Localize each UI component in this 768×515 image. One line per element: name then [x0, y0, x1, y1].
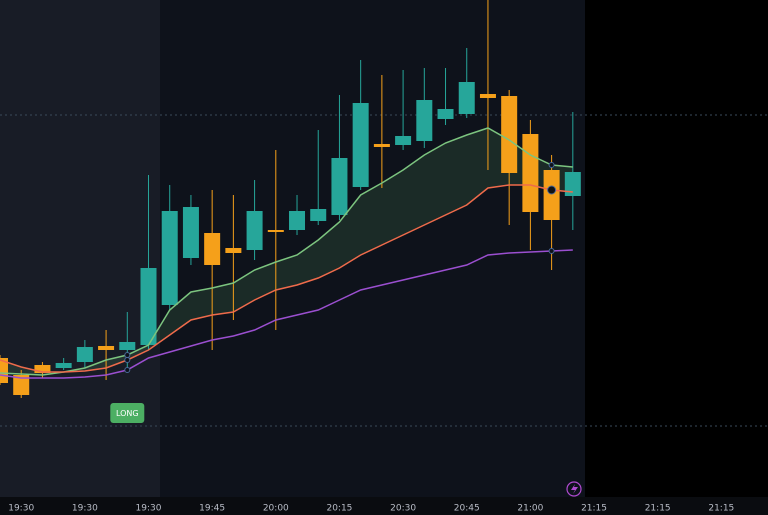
line-marker: [124, 352, 131, 358]
x-tick-label: 20:00: [263, 504, 289, 514]
ma-band: [0, 128, 573, 375]
x-tick-label: 20:45: [454, 504, 480, 514]
candle-body: [161, 211, 178, 305]
time-axis: [0, 497, 768, 515]
candle-body: [352, 103, 369, 187]
x-tick-label: 19:30: [136, 504, 162, 514]
candle-body: [458, 82, 475, 114]
x-tick-label: 21:15: [581, 504, 607, 514]
candle-body: [140, 268, 157, 345]
x-tick-label: 21:00: [517, 504, 543, 514]
candle-body: [289, 211, 306, 230]
signal-badge: [110, 403, 145, 423]
candle-body: [34, 365, 51, 373]
line-marker: [548, 248, 555, 254]
ma-line: [0, 127, 573, 376]
x-tick-label: 19:45: [199, 504, 225, 514]
candle-body: [564, 172, 581, 196]
candle-body: [373, 144, 390, 147]
lightning-icon[interactable]: [566, 481, 582, 497]
candle-body: [501, 96, 518, 173]
candle-body: [267, 230, 284, 232]
candle-body: [204, 233, 221, 265]
x-tick-label: 21:15: [708, 504, 734, 514]
candle-body: [395, 136, 412, 145]
candle-body: [119, 342, 136, 350]
candle-body: [310, 209, 327, 221]
ma-line: [0, 184, 573, 373]
line-marker: [547, 185, 557, 195]
candle-body: [182, 207, 199, 258]
layer: [0, 0, 768, 427]
candle-body: [416, 100, 433, 141]
candle-body: [331, 158, 348, 215]
candle-body: [0, 358, 8, 383]
lightning-bolt: [571, 484, 578, 494]
candle-body: [437, 109, 454, 119]
candle-body: [225, 248, 242, 253]
x-tick-label: 19:30: [72, 504, 98, 514]
x-tick-label: 21:15: [645, 504, 671, 514]
x-tick-label: 19:30: [8, 504, 34, 514]
x-tick-label: 20:30: [390, 504, 416, 514]
line-marker: [124, 357, 131, 363]
candle-body: [543, 170, 560, 220]
signal-label: LONG: [116, 409, 139, 418]
candle-body: [55, 363, 72, 368]
candle-body: [479, 94, 496, 98]
candle-body: [13, 375, 30, 395]
line-marker: [124, 367, 131, 373]
x-tick-label: 20:15: [326, 504, 352, 514]
candle-body: [76, 347, 93, 362]
ma-line: [0, 249, 573, 379]
candle-body: [98, 346, 115, 350]
candle-body: [522, 134, 539, 212]
line-marker: [548, 162, 555, 168]
candle-body: [246, 211, 263, 250]
